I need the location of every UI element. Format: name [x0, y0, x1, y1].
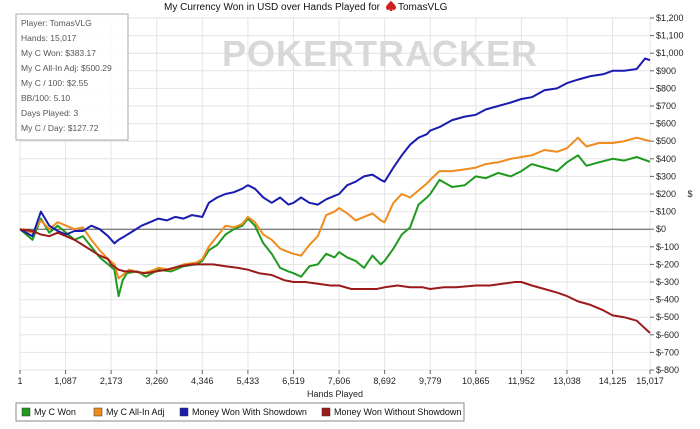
y-tick-label: $1,100	[656, 31, 684, 41]
stats-line: BB/100: 5.10	[21, 93, 70, 103]
y-axis-ticks: $1,200 $1,100 $1,000 $900 $800 $700 $600 $500 $4…	[650, 13, 684, 375]
legend-box	[15, 402, 465, 422]
y-tick-label: $500	[656, 136, 676, 146]
stats-list: Player: TomasVLG Hands: 15,017 My C Won: $…	[21, 18, 112, 133]
x-tick-label: 5,433	[237, 376, 260, 386]
x-tick-label: 14,125	[599, 376, 627, 386]
stats-line: My C Won: $383.17	[21, 48, 96, 58]
legend: My C Won My C All-In Adj Money Won With Sh…	[21, 407, 461, 417]
x-tick-label: 4,346	[191, 376, 214, 386]
y-tick-label: $900	[656, 66, 676, 76]
y-tick-label: $-800	[656, 365, 679, 375]
x-tick-label: 10,865	[462, 376, 490, 386]
stats-line: Player: TomasVLG	[21, 18, 92, 28]
y-tick-label: $-200	[656, 259, 679, 269]
grid	[19, 17, 651, 371]
y-tick-label: $700	[656, 101, 676, 111]
x-tick-label: 2,173	[100, 376, 123, 386]
legend-label: Money Won With Showdown	[192, 407, 307, 417]
stats-box	[15, 13, 129, 141]
legend-swatch	[21, 407, 31, 417]
series-money-won-with-showdown	[19, 57, 651, 245]
y-tick-label: $400	[656, 154, 676, 164]
y-tick-label: $-400	[656, 295, 679, 305]
chart-title: My Currency Won in USD over Hands Played…	[164, 2, 381, 13]
x-tick-label: 7,606	[328, 376, 351, 386]
x-tick-label: 11,952	[508, 376, 535, 386]
x-tick-label: 1	[17, 376, 22, 386]
legend-label: Money Won Without Showdown	[334, 407, 461, 417]
stats-line: My C All-In Adj: $500.29	[21, 63, 112, 73]
y-tick-label: $1,000	[656, 48, 684, 58]
x-tick-label: 13,038	[553, 376, 581, 386]
y-tick-label: $600	[656, 119, 676, 129]
x-tick-label: 3,260	[145, 376, 168, 386]
y-tick-label: $-600	[656, 330, 679, 340]
y-tick-label: $-100	[656, 242, 679, 252]
stats-line: Hands: 15,017	[21, 33, 77, 43]
x-tick-label: 9,779	[419, 376, 442, 386]
x-tick-label: 8,692	[373, 376, 396, 386]
x-tick-label: 15,017	[636, 376, 664, 386]
stats-line: Days Played: 3	[21, 108, 78, 118]
series-my-c-all-in-adj	[19, 136, 651, 280]
y-tick-label: $-300	[656, 277, 679, 287]
stats-line: My C / 100: $2.55	[21, 78, 88, 88]
y-tick-label: $200	[656, 189, 676, 199]
x-tick-label: 1,087	[54, 376, 77, 386]
legend-swatch	[321, 407, 331, 417]
y-axis-label: $	[687, 189, 692, 199]
legend-label: My C All-In Adj	[106, 407, 165, 417]
y-tick-label: $1,200	[656, 13, 684, 23]
y-tick-label: $800	[656, 83, 676, 93]
y-tick-label: $300	[656, 171, 676, 181]
x-axis-label: Hands Played	[307, 389, 363, 399]
y-tick-label: $-500	[656, 312, 679, 322]
y-tick-label: $100	[656, 207, 676, 217]
legend-swatch	[93, 407, 103, 417]
y-tick-label: $-700	[656, 347, 679, 357]
series-my-c-won	[19, 154, 651, 298]
chart-title-player: TomasVLG	[398, 2, 448, 13]
y-tick-label: $0	[656, 224, 666, 234]
series-lines	[19, 57, 651, 334]
x-tick-label: 6,519	[282, 376, 305, 386]
spade-icon	[386, 1, 396, 11]
x-axis-ticks: 1 1,087 2,173 3,260 4,346 5,433 6,519 7,606 8,69…	[17, 370, 664, 386]
legend-label: My C Won	[34, 407, 76, 417]
stats-line: My C / Day: $127.72	[21, 123, 99, 133]
series-money-won-without-showdown	[19, 228, 651, 334]
watermark: POKERTRACKER	[222, 33, 538, 74]
legend-swatch	[179, 407, 189, 417]
